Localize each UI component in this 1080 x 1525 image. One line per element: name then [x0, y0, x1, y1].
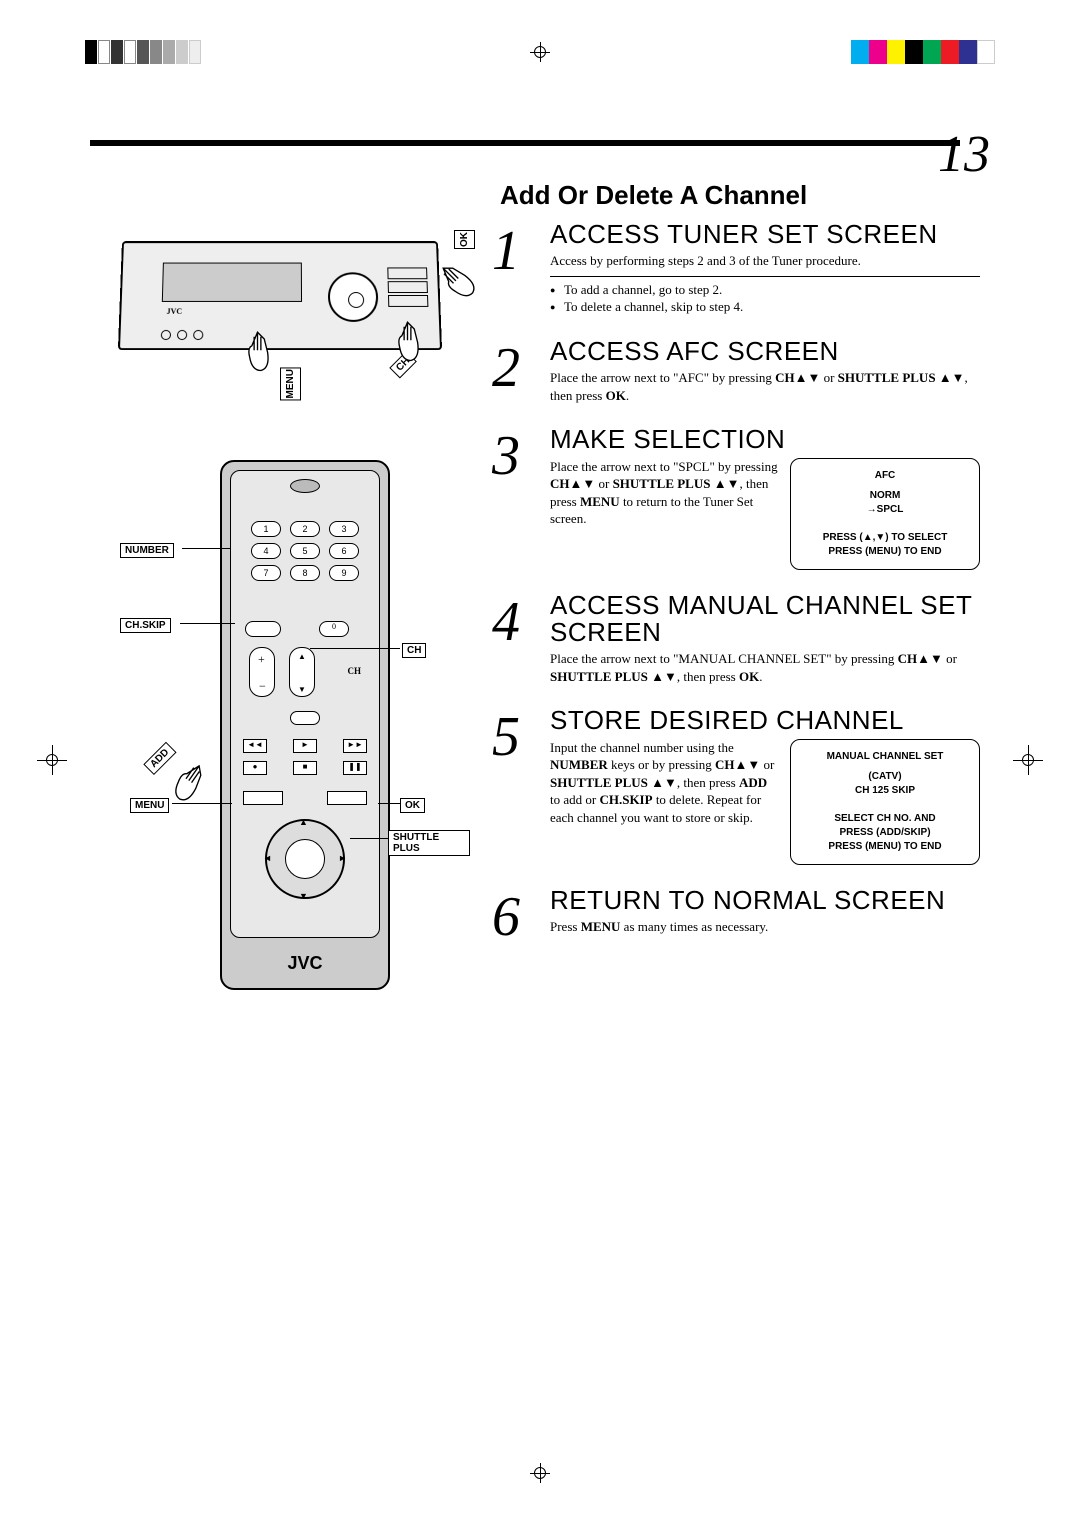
step-body: Press MENU as many times as necessary.	[550, 918, 980, 936]
step-number: 3	[492, 428, 520, 484]
step-heading: ACCESS TUNER SET SCREEN	[550, 221, 980, 248]
vcr-menu-label: MENU	[280, 367, 301, 400]
crosshair-icon	[1018, 750, 1038, 770]
bullet-list: To add a channel, go to step 2.To delete…	[550, 281, 980, 316]
keypad-key: 1	[251, 521, 281, 537]
keypad-key: 9	[329, 565, 359, 581]
screen-box: AFCNORM→SPCLPRESS (▲,▼) TO SELECTPRESS (…	[790, 458, 980, 570]
keypad-key: 7	[251, 565, 281, 581]
hand-pointer-icon	[240, 330, 275, 375]
remote-brand: JVC	[222, 953, 388, 974]
color-bars	[851, 40, 995, 64]
page-number: 13	[938, 125, 990, 184]
step-body: Place the arrow next to "SPCL" by pressi…	[550, 458, 778, 528]
section-title: Add Or Delete A Channel	[500, 180, 980, 211]
step-heading: ACCESS AFC SCREEN	[550, 338, 980, 365]
step-number: 6	[492, 889, 520, 945]
step: 5STORE DESIRED CHANNELInput the channel …	[500, 707, 980, 864]
step-body: Access by performing steps 2 and 3 of th…	[550, 252, 980, 277]
crosshair-icon	[530, 1463, 550, 1483]
step-heading: ACCESS MANUAL CHANNEL SET SCREEN	[550, 592, 980, 647]
vcr-ok-label: OK	[454, 230, 475, 249]
header-rule	[90, 140, 960, 146]
screen-box: MANUAL CHANNEL SET(CATV)CH 125 SKIPSELEC…	[790, 739, 980, 865]
keypad-key: 6	[329, 543, 359, 559]
step: 6RETURN TO NORMAL SCREENPress MENU as ma…	[500, 887, 980, 936]
remote-ch-text: CH	[348, 666, 362, 676]
keypad-key: 8	[290, 565, 320, 581]
vcr-diagram: JVC OK CH MENU	[90, 200, 470, 400]
hand-pointer-icon	[390, 320, 425, 365]
step: 3MAKE SELECTIONPlace the arrow next to "…	[500, 426, 980, 569]
list-item: To add a channel, go to step 2.	[550, 281, 980, 299]
remote-chskip-label: CH.SKIP	[120, 618, 171, 633]
remote-ch-label: CH	[402, 643, 426, 658]
step-heading: STORE DESIRED CHANNEL	[550, 707, 980, 734]
step-body: Place the arrow next to "AFC" by pressin…	[550, 369, 980, 404]
step-body: Place the arrow next to "MANUAL CHANNEL …	[550, 650, 980, 685]
step-heading: MAKE SELECTION	[550, 426, 980, 453]
step-heading: RETURN TO NORMAL SCREEN	[550, 887, 980, 914]
remote-number-label: NUMBER	[120, 543, 174, 558]
list-item: To delete a channel, skip to step 4.	[550, 298, 980, 316]
vcr-brand-text: JVC	[166, 307, 182, 316]
keypad-key: 2	[290, 521, 320, 537]
step-number: 1	[492, 223, 520, 279]
remote-add-label: ADD	[143, 742, 176, 775]
step-number: 2	[492, 340, 520, 396]
keypad-key: 5	[290, 543, 320, 559]
step-number: 4	[492, 594, 520, 650]
keypad-key: 4	[251, 543, 281, 559]
keypad-key: 3	[329, 521, 359, 537]
step: 4ACCESS MANUAL CHANNEL SET SCREENPlace t…	[500, 592, 980, 686]
remote-diagram: 123456789 0 CH ◄◄►►► ●■❚❚	[90, 460, 470, 1020]
step: 2ACCESS AFC SCREENPlace the arrow next t…	[500, 338, 980, 404]
crosshair-icon	[42, 750, 62, 770]
crosshair-icon	[530, 42, 550, 62]
remote-ok-label: OK	[400, 798, 425, 813]
remote-menu-label: MENU	[130, 798, 169, 813]
step: 1ACCESS TUNER SET SCREENAccess by perfor…	[500, 221, 980, 316]
step-body: Input the channel number using the NUMBE…	[550, 739, 778, 827]
step-number: 5	[492, 709, 520, 765]
remote-shuttle-label: SHUTTLE PLUS	[388, 830, 470, 856]
